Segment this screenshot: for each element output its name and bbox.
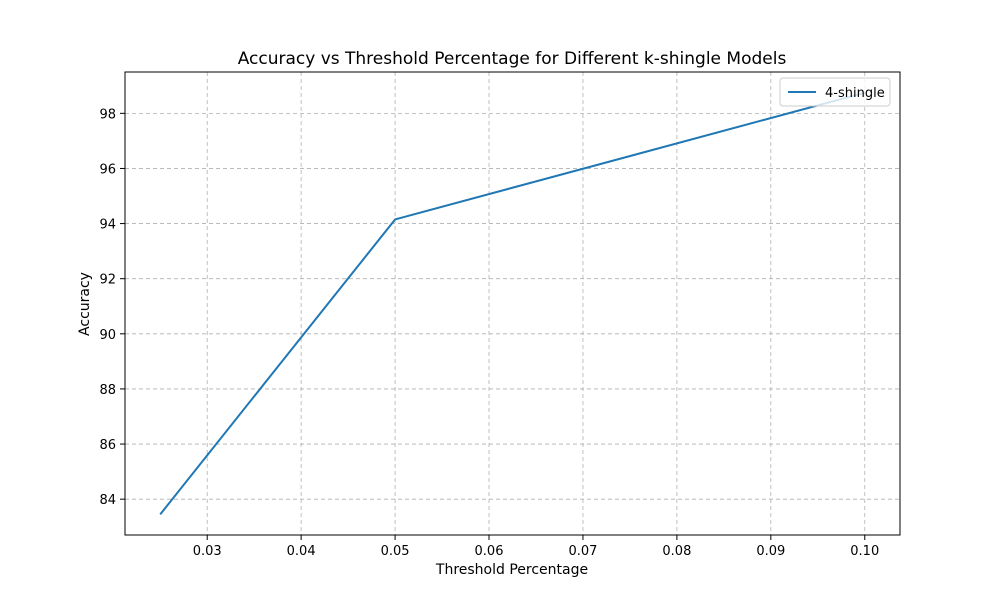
legend-entry-4-shingle: 4-shingle [825,86,885,101]
grid [125,72,900,535]
x-tick-label: 0.04 [287,544,316,559]
y-tick-label: 84 [99,493,116,508]
y-tick-label: 98 [99,107,116,122]
x-tick-label: 0.07 [568,544,597,559]
x-axis-label: Threshold Percentage [435,562,588,578]
plot-frame [124,71,901,536]
y-tick-label: 92 [99,273,116,288]
chart-title: Accuracy vs Threshold Percentage for Dif… [238,49,787,69]
x-tick-label: 0.06 [475,544,504,559]
y-tick-label: 90 [99,328,116,343]
series-layer [159,91,866,515]
legend-box [779,77,891,107]
series-line-4-shingle [159,91,866,515]
x-tick-label: 0.05 [381,544,410,559]
x-tick-label: 0.10 [850,544,879,559]
y-axis-label: Accuracy [77,272,93,336]
x-tick-label: 0.03 [193,544,222,559]
axis-ticks: 0.03 0.04 0.05 0.06 0.07 0.08 0.09 0.10 84 86 88 90… [99,107,879,559]
x-tick-label: 0.08 [662,544,691,559]
y-tick-label: 96 [99,162,116,177]
legend: 4-shingle [779,77,891,107]
y-tick-label: 88 [99,383,116,398]
x-tick-label: 0.09 [756,544,785,559]
y-tick-label: 94 [99,218,116,233]
y-tick-label: 86 [99,438,116,453]
